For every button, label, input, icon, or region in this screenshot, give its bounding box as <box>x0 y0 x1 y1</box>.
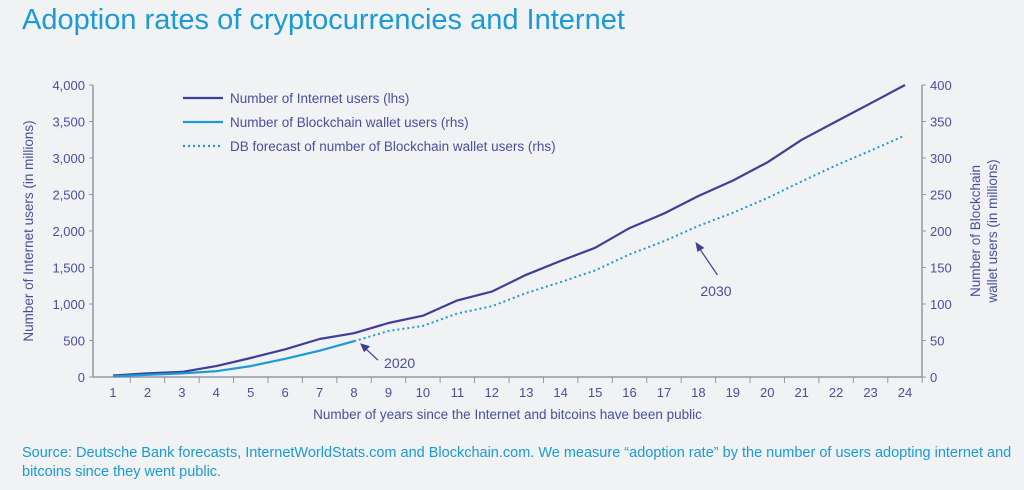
left-tick-label: 3,500 <box>52 115 85 130</box>
annotation-arrow <box>697 246 718 276</box>
x-tick-label: 18 <box>691 385 705 400</box>
annotation-2030: 2030 <box>700 283 731 299</box>
arrow-head-icon <box>360 343 371 353</box>
blockchain-users-line <box>112 340 355 378</box>
x-tick-label: 14 <box>553 385 567 400</box>
right-tick-label: 400 <box>930 78 952 93</box>
x-tick-label: 1 <box>109 385 116 400</box>
x-tick-label: 3 <box>178 385 185 400</box>
left-tick-label: 500 <box>63 334 85 349</box>
right-tick-label: 50 <box>930 334 944 349</box>
x-tick-label: 11 <box>451 385 465 400</box>
x-tick-label: 24 <box>898 385 912 400</box>
right-tick-label: 200 <box>930 224 952 239</box>
left-tick-label: 1,000 <box>52 297 85 312</box>
x-tick-label: 17 <box>657 385 671 400</box>
right-tick-label: 350 <box>930 115 952 130</box>
x-tick-label: 10 <box>416 385 430 400</box>
y-right-axis-label: Number of Blockchain <box>968 165 983 297</box>
x-tick-label: 7 <box>316 385 323 400</box>
annotation-2020: 2020 <box>384 355 415 371</box>
x-tick-label: 22 <box>829 385 843 400</box>
left-tick-label: 1,500 <box>52 261 85 276</box>
left-tick-label: 0 <box>78 370 85 385</box>
right-tick-label: 300 <box>930 151 952 166</box>
x-tick-label: 4 <box>213 385 220 400</box>
y-axis-label: Number of Internet users (in millions) <box>21 120 36 341</box>
legend-label: DB forecast of number of Blockchain wall… <box>230 139 556 154</box>
x-tick-label: 15 <box>588 385 602 400</box>
x-tick-label: 8 <box>350 385 357 400</box>
x-tick-label: 21 <box>794 385 808 400</box>
left-tick-label: 3,000 <box>52 151 85 166</box>
x-tick-label: 12 <box>485 385 499 400</box>
internet-users-line <box>112 84 906 377</box>
chart-title: Adoption rates of cryptocurrencies and I… <box>22 4 625 36</box>
right-tick-label: 0 <box>930 370 937 385</box>
x-tick-label: 20 <box>760 385 774 400</box>
arrow-head-icon <box>695 241 705 252</box>
x-tick-label: 13 <box>519 385 533 400</box>
right-tick-label: 100 <box>930 297 952 312</box>
right-tick-label: 150 <box>930 261 952 276</box>
x-tick-label: 16 <box>622 385 636 400</box>
x-tick-label: 2 <box>144 385 151 400</box>
source-note: Source: Deutsche Bank forecasts, Interne… <box>22 445 1012 480</box>
x-tick-label: 23 <box>863 385 877 400</box>
x-axis-label: Number of years since the Internet and b… <box>313 407 702 422</box>
legend-label: Number of Blockchain wallet users (rhs) <box>230 115 469 130</box>
left-tick-label: 2,000 <box>52 224 85 239</box>
blockchain-forecast-line <box>353 134 906 343</box>
x-tick-label: 19 <box>726 385 740 400</box>
chart: 0 500 1,000 1,500 2,000 2,500 3,000 3,500 4,000 0… <box>21 78 1000 422</box>
left-tick-label: 2,500 <box>52 188 85 203</box>
x-tick-label: 9 <box>385 385 392 400</box>
x-tick-label: 6 <box>282 385 289 400</box>
x-tick-label: 5 <box>247 385 254 400</box>
right-tick-label: 250 <box>930 188 952 203</box>
left-tick-label: 4,000 <box>52 78 85 93</box>
y-right-axis-label: wallet users (in millions) <box>985 159 1000 303</box>
legend-label: Number of Internet users (lhs) <box>230 91 409 106</box>
